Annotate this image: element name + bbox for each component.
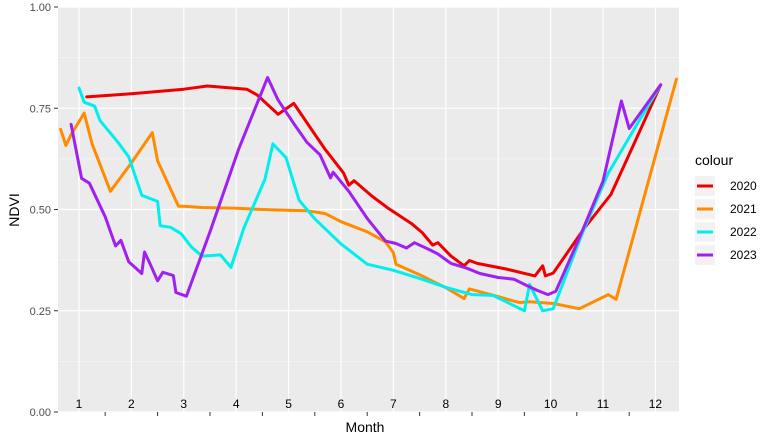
month-label-7: 7 [390, 397, 397, 411]
month-tick-labels: 1 2 3 4 5 6 7 8 9 10 11 12 [76, 397, 663, 411]
minor-gridlines [58, 57, 679, 362]
month-label-2: 2 [128, 397, 135, 411]
y-tick-label: 1.00 [30, 2, 51, 14]
y-axis: 0.00 0.25 0.50 0.75 1.00 [30, 2, 58, 419]
month-label-5: 5 [285, 397, 292, 411]
major-gridlines [58, 6, 679, 413]
series-line-2022 [77, 83, 663, 313]
y-tick-label: 0.00 [30, 407, 51, 419]
month-label-9: 9 [495, 397, 502, 411]
legend: colour 2020 2021 2022 2023 [695, 152, 757, 265]
legend-label-2020: 2020 [730, 179, 757, 193]
series-lines [59, 76, 678, 313]
y-tick-label: 0.50 [30, 205, 51, 217]
month-label-6: 6 [338, 397, 345, 411]
legend-label-2021: 2021 [730, 202, 757, 216]
month-label-3: 3 [180, 397, 187, 411]
month-label-4: 4 [233, 397, 240, 411]
legend-label-2022: 2022 [730, 225, 757, 239]
month-label-12: 12 [649, 397, 663, 411]
month-label-8: 8 [442, 397, 449, 411]
series-line-2023 [69, 76, 663, 298]
month-label-1: 1 [76, 397, 83, 411]
month-label-10: 10 [544, 397, 558, 411]
y-tick-label: 0.75 [30, 103, 51, 115]
month-label-11: 11 [597, 397, 610, 411]
legend-label-2023: 2023 [730, 248, 757, 262]
legend-title: colour [695, 152, 733, 168]
y-tick-label: 0.25 [30, 306, 51, 318]
x-axis-ticks [104, 412, 630, 416]
x-axis-title: Month [346, 419, 385, 435]
y-axis-title: NDVI [6, 193, 22, 226]
